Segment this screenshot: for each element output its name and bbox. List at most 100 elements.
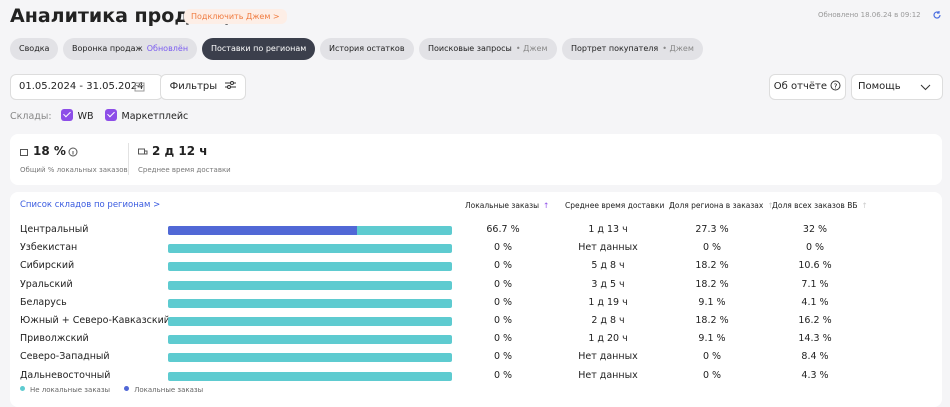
about-button[interactable]: Об отчёте ? bbox=[769, 74, 846, 100]
bar-track bbox=[168, 262, 452, 272]
region-name: Дальневосточный bbox=[20, 369, 111, 381]
box-icon bbox=[20, 149, 28, 156]
table-cell: 16.2 % bbox=[798, 315, 832, 326]
warehouses: Склады: WB Маркетплейс bbox=[10, 109, 188, 122]
column-title: Локальные заказы bbox=[465, 201, 540, 210]
table-cell: 0 % bbox=[493, 369, 513, 381]
region-name: Сибирский bbox=[20, 260, 75, 272]
bar-track bbox=[168, 371, 452, 381]
table-cell: 2 д 8 ч bbox=[591, 315, 625, 326]
tab-label: История остатков bbox=[329, 44, 405, 53]
checkbox-label: Маркетплейс bbox=[121, 111, 189, 122]
sort-arrow: ↑ bbox=[767, 201, 774, 210]
table-cell: 0 % bbox=[493, 315, 513, 326]
legend: Не локальные заказы Локальные заказы bbox=[20, 386, 217, 394]
region-name: Узбекистан bbox=[20, 242, 78, 254]
stat-value: 18 % bbox=[33, 144, 66, 158]
table-cell: 0 % bbox=[702, 369, 722, 381]
table-cell: 1 д 20 ч bbox=[588, 333, 628, 345]
tab[interactable]: Портрет покупателя • Джем bbox=[562, 38, 703, 60]
table-cell: 66.7 % bbox=[486, 224, 520, 235]
stats-card: 18 % Общий % локальных заказов 2 д 12 ч … bbox=[10, 134, 942, 185]
tab-label: Воронка продаж bbox=[72, 44, 143, 53]
table-link[interactable]: Список складов по регионам > bbox=[20, 200, 161, 210]
table-cell: 7.1 % bbox=[801, 278, 829, 290]
stat-caption: Среднее время доставки bbox=[138, 166, 231, 174]
refresh-icon[interactable] bbox=[932, 10, 942, 20]
bar-track bbox=[168, 298, 452, 308]
table-cell: 18.2 % bbox=[695, 260, 729, 272]
table-cell: 4.1 % bbox=[801, 296, 829, 308]
table-cell: 1 д 13 ч bbox=[588, 224, 628, 235]
tab[interactable]: Поставки по регионам bbox=[202, 38, 316, 60]
help-label: Помощь bbox=[858, 81, 901, 92]
tab-label: Поисковые запросы bbox=[428, 44, 512, 53]
bar-track bbox=[168, 335, 452, 345]
table-cell: 0 % bbox=[493, 333, 513, 345]
badge-text: Подключить Джем bbox=[191, 12, 271, 21]
table-cell: 0 % bbox=[702, 242, 722, 254]
bar-track bbox=[168, 226, 452, 235]
about-label: Об отчёте bbox=[773, 81, 827, 92]
region-name: Южный + Северо-Кавказский bbox=[20, 315, 170, 326]
region-name: Северо-Западный bbox=[20, 351, 110, 363]
legend-dot bbox=[124, 386, 130, 391]
stat-value: 2 д 12 ч bbox=[152, 144, 208, 158]
column-header[interactable]: Локальные заказы ↑ bbox=[465, 201, 549, 210]
column-title: Доля всех заказов ВБ bbox=[772, 201, 858, 210]
filters-button[interactable]: Фильтры bbox=[160, 74, 246, 100]
info-icon[interactable] bbox=[68, 147, 78, 157]
local-orders-bar bbox=[168, 226, 358, 235]
bar-track bbox=[168, 317, 452, 326]
legend-item: Локальные заказы bbox=[124, 386, 203, 394]
table-cell: 0 % bbox=[702, 351, 722, 363]
table-cell: Нет данных bbox=[578, 242, 638, 254]
region-name: Приволжский bbox=[20, 333, 89, 345]
bar-track bbox=[168, 353, 452, 363]
tab[interactable]: Поисковые запросы • Джем bbox=[419, 38, 557, 60]
table-cell: 0 % bbox=[493, 242, 513, 254]
legend-dot bbox=[20, 386, 25, 391]
svg-text:?: ? bbox=[834, 82, 838, 90]
column-header[interactable]: Доля региона в заказах ↑ bbox=[669, 201, 774, 210]
warehouses-label: Склады: bbox=[10, 111, 52, 122]
table-cell: 10.6 % bbox=[798, 260, 832, 272]
table-cell: 1 д 19 ч bbox=[588, 296, 628, 308]
table-cell: 27.3 % bbox=[695, 224, 729, 235]
table-card bbox=[10, 192, 942, 407]
help-icon: ? bbox=[830, 80, 841, 91]
tab-label: Портрет покупателя bbox=[571, 44, 659, 53]
column-title: Доля региона в заказах bbox=[669, 201, 764, 210]
legend-label: Не локальные заказы bbox=[30, 386, 111, 394]
checkbox-wb[interactable]: WB bbox=[60, 109, 94, 122]
page-title: Аналитика продавца bbox=[10, 5, 242, 27]
date-input[interactable]: 01.05.2024 - 31.05.2024 bbox=[10, 74, 163, 100]
tab-tag: • Джем bbox=[515, 44, 548, 53]
tab[interactable]: История остатков bbox=[320, 38, 414, 60]
date-range: 01.05.2024 - 31.05.2024 bbox=[19, 81, 144, 92]
column-header[interactable]: Доля всех заказов ВБ ↑ bbox=[772, 201, 868, 210]
legend-item: Не локальные заказы bbox=[20, 386, 110, 394]
table-cell: 0 % bbox=[805, 242, 825, 254]
column-header[interactable]: Среднее время доставки ↑ bbox=[565, 201, 675, 210]
legend-label: Локальные заказы bbox=[134, 386, 204, 394]
tab[interactable]: Воронка продаж Обновлён bbox=[63, 38, 198, 60]
sort-arrow: ↑ bbox=[543, 201, 550, 210]
table-cell: 9.1 % bbox=[698, 296, 726, 308]
region-name: Уральский bbox=[20, 278, 73, 290]
table-cell: 0 % bbox=[493, 351, 513, 363]
chevron-icon bbox=[920, 84, 931, 91]
updated-text: Обновлено 18.06.24 в 09:12 bbox=[818, 11, 921, 19]
help-dropdown[interactable]: Помощь bbox=[851, 74, 943, 100]
table-cell: 0 % bbox=[493, 260, 513, 272]
bar-track bbox=[168, 280, 452, 290]
sort-arrow: ↑ bbox=[668, 201, 675, 210]
divider bbox=[128, 143, 129, 175]
checkbox-marketplace[interactable]: Маркетплейс bbox=[104, 109, 189, 122]
table-cell: 5 д 8 ч bbox=[591, 260, 625, 272]
stat-caption: Общий % локальных заказов bbox=[20, 166, 128, 174]
table-cell: 32 % bbox=[802, 224, 828, 235]
tab[interactable]: Сводка bbox=[10, 38, 59, 60]
table-cell: 18.2 % bbox=[695, 315, 729, 326]
jem-badge[interactable]: Подключить Джем > bbox=[184, 9, 287, 24]
